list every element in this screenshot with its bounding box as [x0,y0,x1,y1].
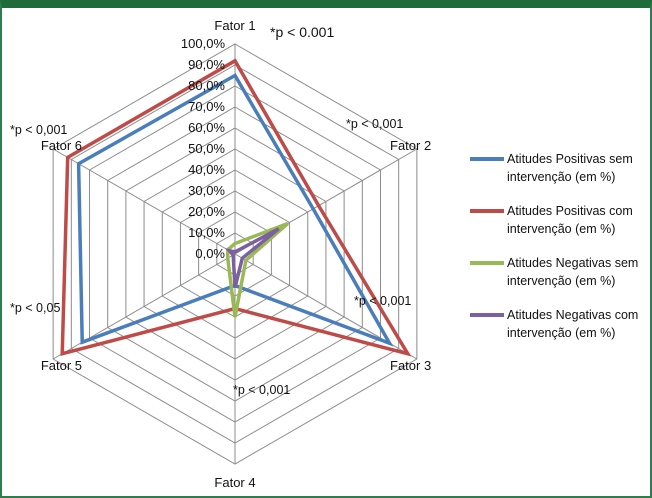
legend-swatch-positive-with [470,209,504,213]
significance-annotation-4: *p < 0,001 [233,383,290,397]
legend-item-negative-without: Atitudes Negativas sem intervenção (em %… [470,254,650,306]
scale-tick-label: 60,0% [188,120,225,135]
legend-item-positive-without: Atitudes Positivas sem intervenção (em %… [470,150,650,202]
significance-annotation-6: *p < 0,001 [10,123,67,137]
legend-item-negative-with: Atitudes Negativas com intervenção (em %… [470,306,650,358]
significance-annotation-1: *p < 0.001 [270,24,334,40]
legend-swatch-negative-with [470,313,504,317]
scale-tick-label: 0,0% [195,246,225,261]
scale-tick-label: 70,0% [188,99,225,114]
grid-spoke-6 [52,148,236,255]
legend-swatch-negative-without [470,261,504,265]
scale-tick-label: 20,0% [188,204,225,219]
legend-label-positive-with: Atitudes Positivas com intervenção (em %… [507,204,633,236]
axis-label-fator-6: Fator 6 [41,138,82,153]
scale-tick-label: 30,0% [188,183,225,198]
axis-label-fator-1: Fator 1 [214,18,255,33]
scale-tick-label: 50,0% [188,141,225,156]
legend-item-positive-with: Atitudes Positivas com intervenção (em %… [470,202,650,254]
legend-label-positive-without: Atitudes Positivas sem intervenção (em %… [507,152,633,184]
legend-swatch-positive-without [470,157,504,161]
axis-label-fator-5: Fator 5 [41,358,82,373]
scale-tick-label: 40,0% [188,162,225,177]
axis-label-fator-4: Fator 4 [214,475,255,490]
legend-label-negative-with: Atitudes Negativas com intervenção (em %… [507,308,639,340]
significance-annotation-5: *p < 0,05 [10,301,60,315]
chart-legend: Atitudes Positivas sem intervenção (em %… [470,150,650,358]
axis-label-fator-2: Fator 2 [390,138,431,153]
series-line-4 [224,227,280,289]
axis-label-fator-3: Fator 3 [390,358,431,373]
legend-label-negative-without: Atitudes Negativas sem intervenção (em %… [507,256,639,288]
scale-tick-label: 10,0% [188,225,225,240]
significance-annotation-2: *p < 0,001 [346,117,403,131]
scale-tick-label: 90,0% [188,57,225,72]
significance-annotation-3: *p < 0,001 [354,294,411,308]
scale-tick-label: 80,0% [188,78,225,93]
scale-tick-label: 100,0% [181,36,226,51]
